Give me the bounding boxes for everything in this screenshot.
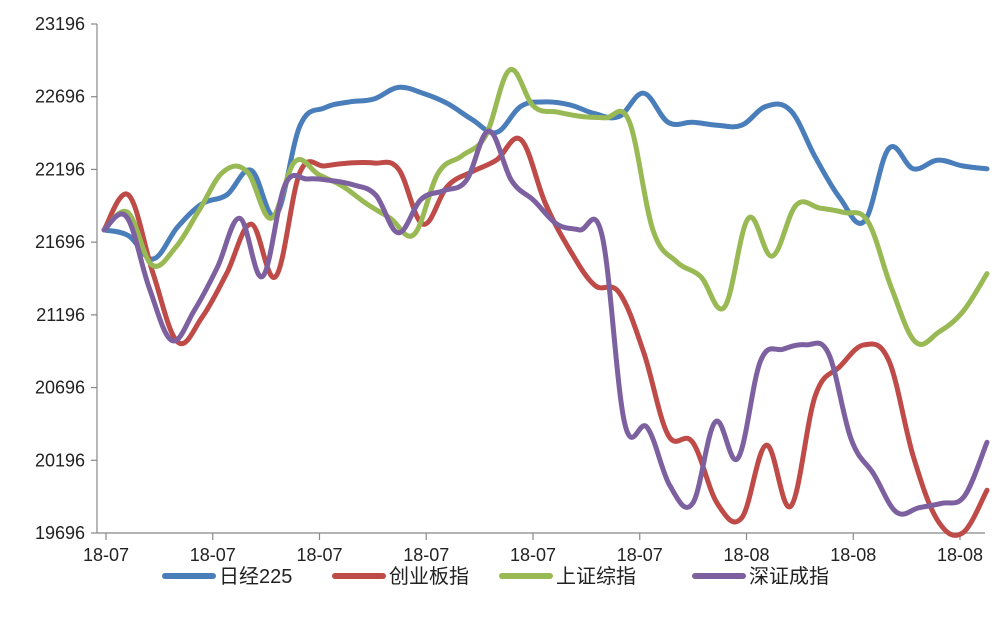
x-tick-label: 18-08 (830, 545, 876, 565)
y-tick-label: 20696 (35, 378, 85, 398)
x-tick-label: 18-08 (937, 545, 983, 565)
series-line-2 (101, 135, 990, 538)
legend-label: 上证综指 (556, 565, 636, 588)
x-axis-tick-labels: 18-07 18-07 18-07 18-07 18-07 18-07 18-08 18-08… (83, 533, 983, 565)
legend-label: 深证成指 (749, 565, 829, 588)
legend: 日经225 创业板指 上证综指 深证成指 (162, 565, 829, 588)
series-line-1 (101, 84, 990, 262)
y-axis-tick-labels: 23196 22696 22196 21696 21196 20696 20196 19696 (35, 14, 97, 543)
axes (96, 24, 985, 534)
series-line-3 (101, 67, 990, 347)
x-tick-label: 18-07 (403, 545, 449, 565)
x-tick-label: 18-07 (296, 545, 342, 565)
y-tick-label: 22196 (35, 159, 85, 179)
x-tick-label: 18-07 (617, 545, 663, 565)
y-tick-label: 19696 (35, 523, 85, 543)
x-tick-label: 18-07 (190, 545, 236, 565)
series-lines (101, 67, 990, 538)
y-tick-label: 23196 (35, 14, 85, 34)
x-tick-label: 18-07 (83, 545, 129, 565)
legend-label: 创业板指 (389, 565, 469, 588)
x-tick-label: 18-07 (510, 545, 556, 565)
y-tick-label: 21196 (36, 305, 85, 325)
x-tick-label: 18-08 (723, 545, 769, 565)
series-line-4 (101, 128, 990, 517)
y-tick-label: 21696 (35, 232, 85, 252)
y-tick-label: 22696 (35, 87, 85, 107)
legend-label: 日经225 (219, 565, 292, 588)
y-tick-label: 20196 (35, 450, 85, 470)
